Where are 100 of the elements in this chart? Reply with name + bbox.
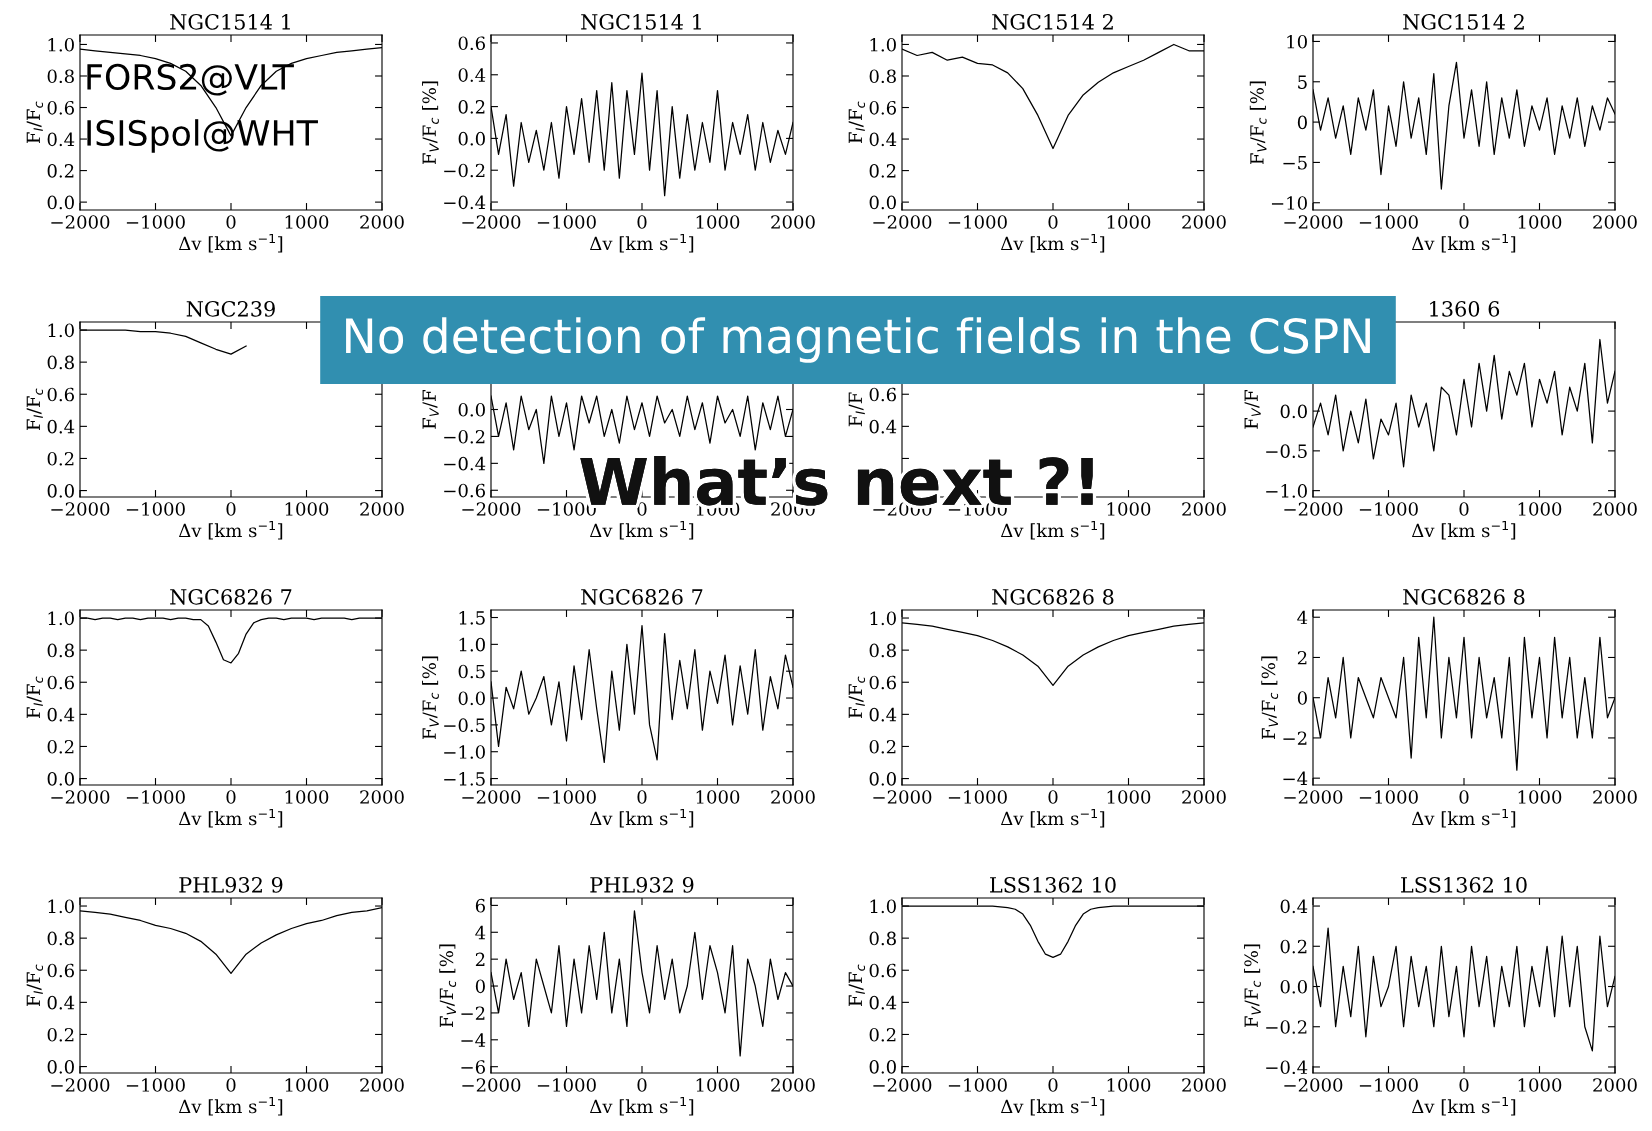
y-tick-label: −0.6 <box>444 483 485 498</box>
y-tick-label: −0.4 <box>444 456 486 471</box>
x-tick-label: 1000 <box>696 1078 740 1092</box>
x-axis-title: Δv [km s$^{−1}$] <box>178 233 283 253</box>
x-tick-label: 0 <box>226 790 236 804</box>
x-tick-label: −1000 <box>126 790 185 804</box>
x-tick-label: −2000 <box>873 215 932 229</box>
x-tick-label: 1000 <box>1107 215 1151 229</box>
x-axis-title: Δv [km s$^{−1}$] <box>1000 520 1105 540</box>
y-axis-title: F$_{V}$/F$_{c}$ [%] <box>422 81 439 165</box>
y-axis-title: F$_{V}$/F$_{c}$ [%] <box>439 944 457 1028</box>
x-tick-label: 1000 <box>285 1078 329 1092</box>
y-tick-label: −4 <box>461 1033 486 1047</box>
x-tick-label: −1000 <box>948 1078 1007 1092</box>
y-tick-label: −0.2 <box>1266 1020 1307 1034</box>
x-tick-label: 2000 <box>1593 215 1637 229</box>
x-tick-label: −1000 <box>126 502 185 516</box>
chart-title: PHL932 9 <box>590 876 694 893</box>
annotation: No detection of magnetic fields in the CSPN <box>346 317 1370 363</box>
x-tick-label: 2000 <box>771 1078 815 1092</box>
y-axis-title: F$_{I}$/F$_{c}$ <box>848 101 866 144</box>
y-tick-label: 1.0 <box>870 611 896 626</box>
x-tick-label: 1000 <box>285 790 329 804</box>
y-tick-label: 1.0 <box>870 37 896 52</box>
x-axis-title: Δv [km s$^{−1}$] <box>178 1096 283 1116</box>
x-tick-label: 1000 <box>1518 215 1562 229</box>
y-tick-label: 0.2 <box>47 1027 74 1042</box>
y-axis-title: F$_{V}$/F <box>1244 390 1261 429</box>
y-tick-label: 0.2 <box>1280 939 1307 954</box>
y-tick-label: 0.0 <box>47 484 74 498</box>
chart-title: NGC6826 8 <box>1403 588 1525 605</box>
y-tick-label: 0.4 <box>47 707 75 722</box>
x-axis-title: Δv [km s$^{−1}$] <box>589 520 694 540</box>
y-tick-label: 0.6 <box>458 36 485 51</box>
y-tick-label: 0.0 <box>1280 404 1307 419</box>
y-tick-label: 0.2 <box>458 100 485 114</box>
y-tick-label: 1.0 <box>48 611 74 626</box>
y-tick-label: 0.0 <box>458 131 485 146</box>
y-tick-label: 4 <box>475 925 486 940</box>
x-tick-label: 1000 <box>1107 1078 1151 1092</box>
y-tick-label: 4 <box>1297 610 1308 625</box>
x-tick-label: −1000 <box>537 790 596 804</box>
x-axis-title: Δv [km s$^{−1}$] <box>1000 233 1105 253</box>
y-tick-label: −0.5 <box>444 718 485 732</box>
y-tick-label: −1.0 <box>444 745 485 759</box>
y-tick-label: 2 <box>475 952 485 967</box>
x-tick-label: −2000 <box>462 790 521 804</box>
x-tick-label: 0 <box>637 790 647 804</box>
y-tick-label: 1.0 <box>48 323 74 338</box>
y-tick-label: −1.0 <box>1266 484 1307 498</box>
y-tick-label: 10 <box>1287 34 1307 49</box>
y-tick-label: 0.0 <box>458 691 485 706</box>
y-axis-title: F$_{V}$/F$_{c}$ [%] <box>1249 81 1267 165</box>
x-tick-label: 2000 <box>1593 790 1637 804</box>
y-tick-label: 0.2 <box>869 739 896 754</box>
x-tick-label: −2000 <box>873 790 932 804</box>
x-tick-label: 2000 <box>1593 1078 1637 1092</box>
y-tick-label: −0.4 <box>444 195 486 210</box>
x-tick-label: 2000 <box>360 1078 404 1092</box>
x-tick-label: 0 <box>1459 502 1469 516</box>
x-tick-label: 0 <box>1048 1078 1058 1092</box>
y-tick-label: 0.0 <box>869 195 896 210</box>
y-tick-label: −0.5 <box>1266 444 1307 458</box>
x-tick-label: 1000 <box>1518 1078 1562 1092</box>
chart-title: NGC6826 8 <box>992 588 1114 605</box>
y-tick-label: 0.0 <box>47 1060 74 1074</box>
y-tick-label: −6 <box>461 1060 485 1074</box>
x-axis-title: Δv [km s$^{−1}$] <box>1411 808 1516 828</box>
x-tick-label: −1000 <box>1359 790 1418 804</box>
y-tick-label: 0.4 <box>869 707 897 722</box>
x-axis-title: Δv [km s$^{−1}$] <box>1411 233 1516 253</box>
x-tick-label: −2000 <box>51 502 110 516</box>
x-tick-label: 0 <box>1459 1078 1469 1092</box>
x-tick-label: 1000 <box>1107 790 1151 804</box>
chart-title: NGC6826 7 <box>170 588 292 605</box>
y-tick-label: 0.0 <box>47 195 74 210</box>
y-tick-label: −0.2 <box>444 163 485 178</box>
x-tick-label: 0 <box>1459 215 1469 229</box>
y-tick-label: 1.5 <box>459 610 485 625</box>
y-tick-label: 0.0 <box>1280 979 1307 994</box>
x-tick-label: −1000 <box>948 215 1007 229</box>
x-tick-label: −2000 <box>51 1078 110 1092</box>
x-tick-label: 1000 <box>285 502 329 516</box>
x-axis-title: Δv [km s$^{−1}$] <box>1000 1096 1105 1116</box>
annotation: ISISpol@WHT <box>87 119 318 153</box>
y-axis-title: F$_{I}$/F$_{c}$ <box>26 388 44 431</box>
y-tick-label: −1.5 <box>444 772 485 786</box>
y-tick-label: 0.8 <box>869 69 896 84</box>
y-axis-title: F$_{V}$/F$_{c}$ [%] <box>1244 944 1261 1028</box>
x-tick-label: −2000 <box>462 1078 521 1092</box>
y-tick-label: 0.6 <box>47 675 74 690</box>
y-tick-label: 1.0 <box>48 37 74 52</box>
y-tick-label: 1.0 <box>48 899 74 914</box>
y-tick-label: 0.6 <box>869 675 896 690</box>
y-tick-label: 0.0 <box>869 1060 896 1074</box>
x-tick-label: 2000 <box>360 215 404 229</box>
y-tick-label: 0.4 <box>869 419 897 434</box>
y-tick-label: 0.6 <box>869 963 896 978</box>
y-tick-label: 0.6 <box>47 963 74 978</box>
y-tick-label: 0.4 <box>47 419 75 434</box>
